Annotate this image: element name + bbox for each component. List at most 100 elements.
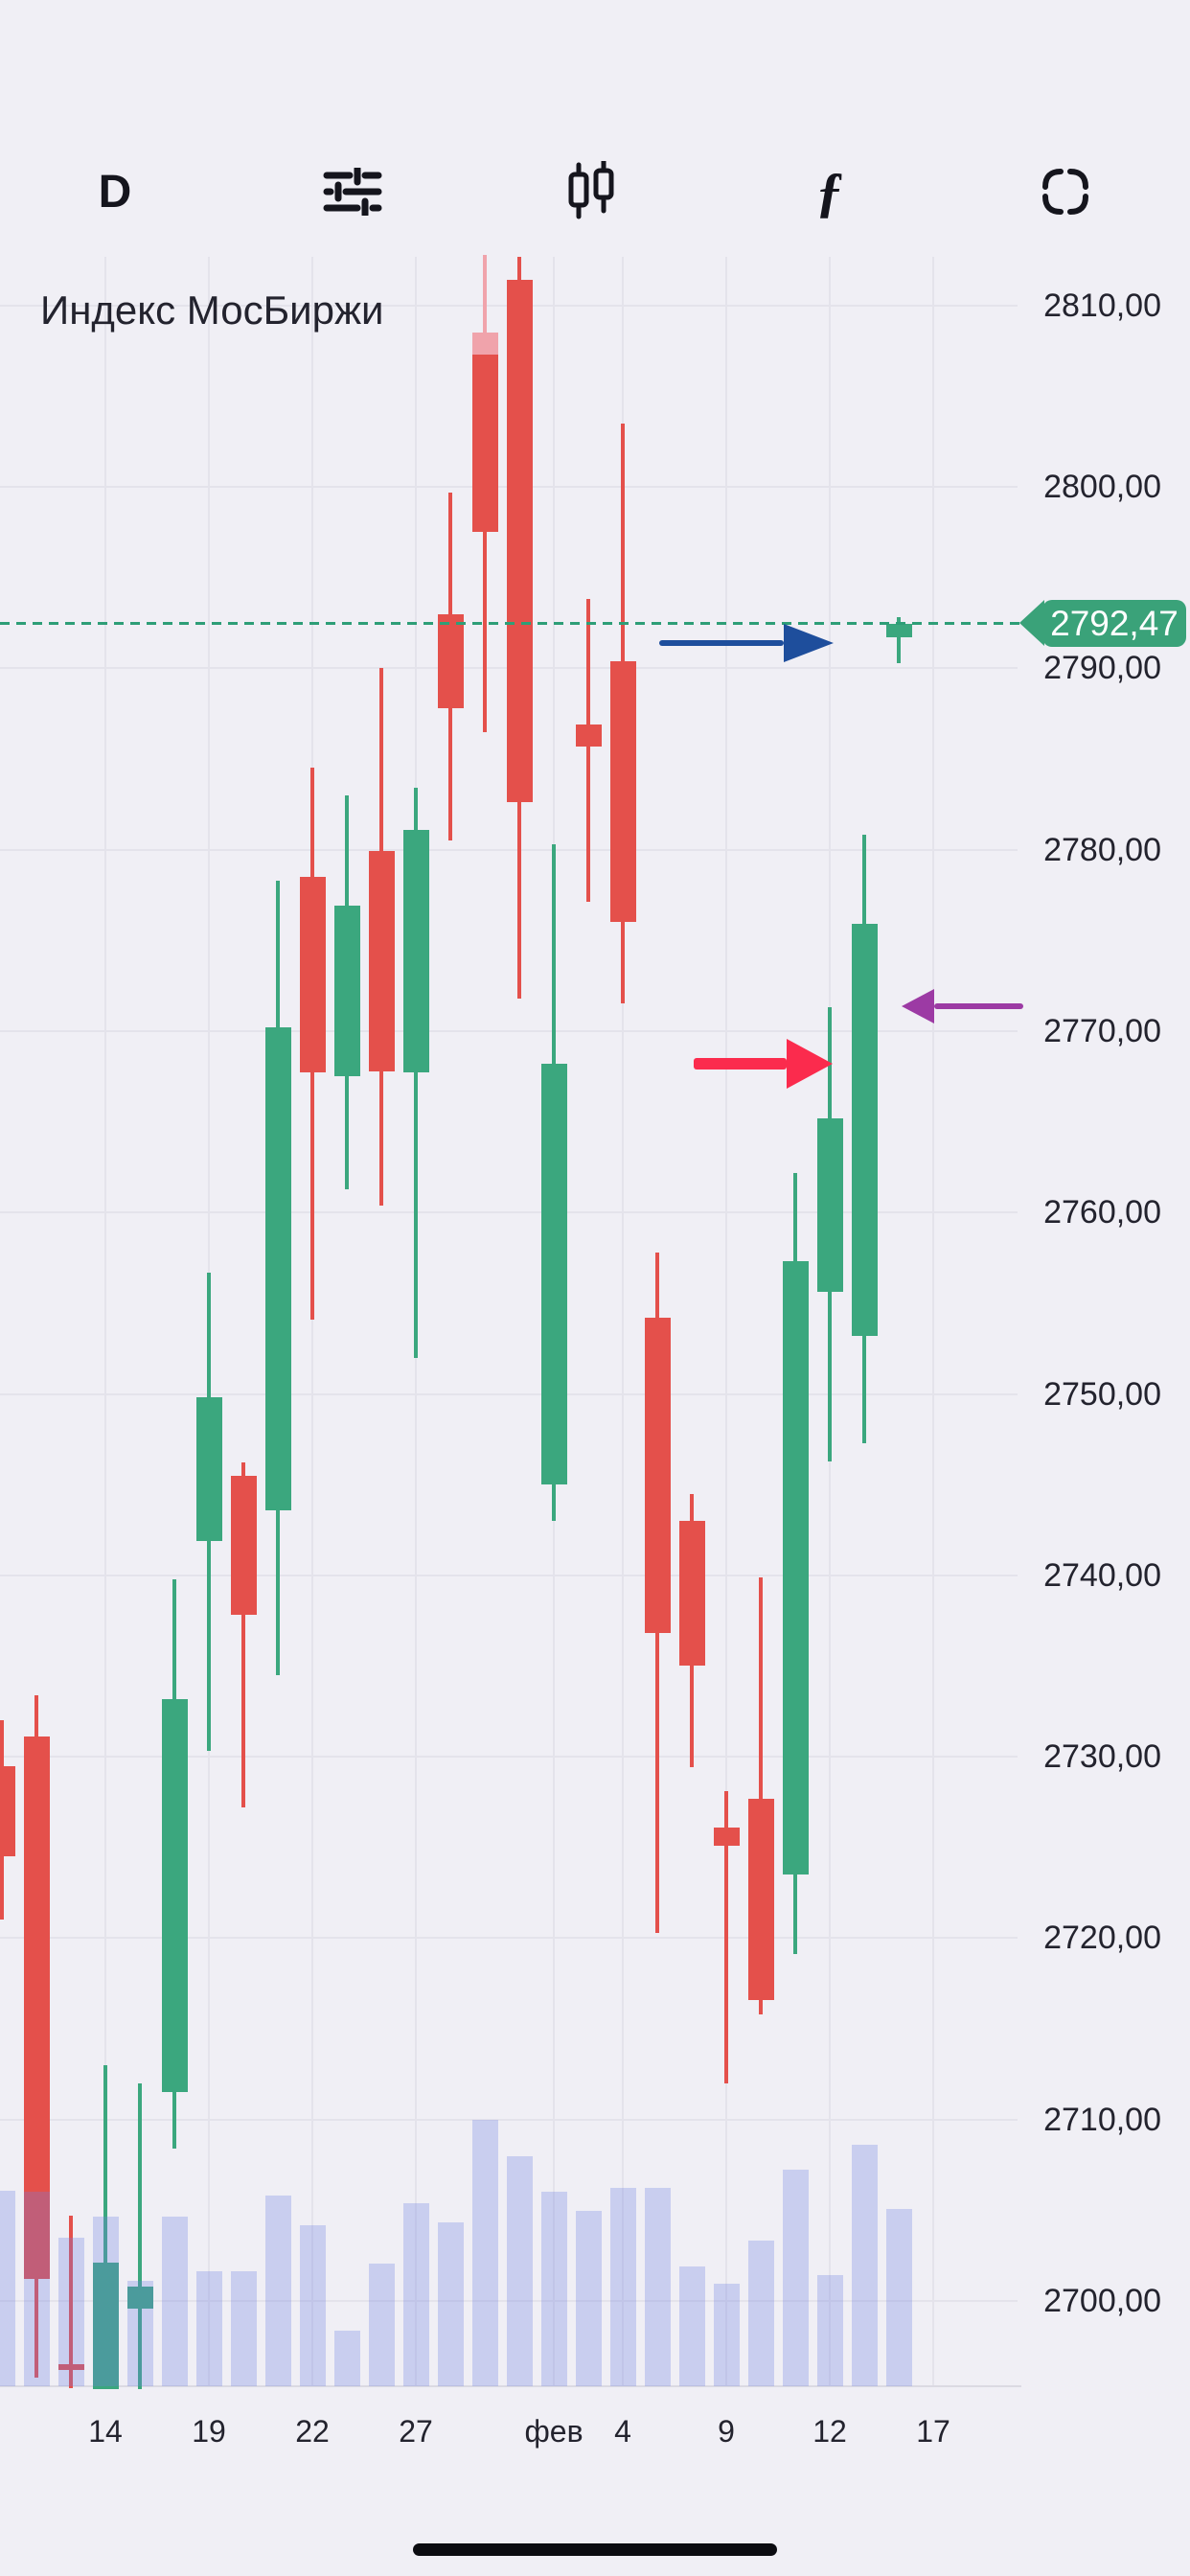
candle[interactable] <box>58 2364 84 2370</box>
candle[interactable] <box>162 1698 188 2093</box>
date-gridline <box>104 257 106 2386</box>
volume-bar <box>748 2241 774 2386</box>
candle[interactable] <box>714 1827 740 1846</box>
candle[interactable] <box>783 1261 809 1875</box>
time-axis-label: 17 <box>916 2414 950 2449</box>
purple-arrow-head <box>902 989 934 1024</box>
candle[interactable] <box>0 1765 15 1857</box>
candle-lower-wick <box>448 707 452 841</box>
candle[interactable] <box>576 724 602 747</box>
time-axis-label: 9 <box>718 2414 735 2449</box>
candle-lower-wick <box>586 746 590 903</box>
volume-bar <box>783 2170 809 2386</box>
candle-upper-wick <box>621 423 625 661</box>
candle-lower-wick <box>483 532 487 732</box>
timeframe-button[interactable]: D <box>69 146 161 238</box>
candle-upper-wick <box>138 2082 142 2287</box>
date-gridline <box>311 257 313 2386</box>
volume-bar <box>127 2281 153 2386</box>
volume-bar <box>162 2217 188 2386</box>
candle[interactable] <box>334 906 360 1077</box>
price-axis-label: 2740,00 <box>1043 1556 1161 1594</box>
fullscreen-button[interactable] <box>1019 146 1111 238</box>
candle-lower-wick <box>517 802 521 999</box>
chart-type-button[interactable] <box>545 146 637 238</box>
blue-arrow-shaft <box>659 640 784 646</box>
price-gridline <box>0 1392 1018 1395</box>
volume-bar <box>714 2284 740 2386</box>
candle[interactable] <box>127 2286 153 2309</box>
price-gridline <box>0 1937 1018 1940</box>
candle[interactable] <box>369 851 395 1071</box>
candle[interactable] <box>610 660 636 923</box>
timeframe-label: D <box>98 166 132 218</box>
candle-lower-wick <box>828 1292 832 1461</box>
candle[interactable] <box>748 1798 774 2000</box>
expand-icon <box>1039 165 1092 218</box>
candle[interactable] <box>817 1117 843 1293</box>
candle[interactable] <box>93 2263 119 2389</box>
candle-lower-wick <box>241 1615 245 1808</box>
price-gridline <box>0 1756 1018 1759</box>
price-axis-label: 2780,00 <box>1043 831 1161 868</box>
candle-upper-wick <box>655 1252 659 1318</box>
volume-bar <box>300 2225 326 2386</box>
volume-baseline <box>0 2385 1021 2387</box>
candle-upper-wick <box>207 1272 211 1398</box>
candle-lower-wick <box>69 2369 73 2388</box>
home-indicator[interactable] <box>413 2543 777 2556</box>
candle-upper-wick <box>414 788 418 830</box>
price-gridline <box>0 848 1018 851</box>
candle[interactable] <box>886 623 912 638</box>
volume-bar <box>438 2222 464 2386</box>
price-axis-label: 2700,00 <box>1043 2283 1161 2319</box>
candle-lower-wick <box>724 1845 728 2083</box>
candle[interactable] <box>24 1736 50 2280</box>
candle[interactable] <box>507 280 533 803</box>
candle-upper-wick <box>552 843 556 1064</box>
candle-lower-wick <box>414 1072 418 1358</box>
candle[interactable] <box>300 876 326 1073</box>
volume-bar <box>403 2203 429 2386</box>
time-axis-label: 4 <box>614 2414 631 2449</box>
candle-upper-wick <box>862 835 866 925</box>
candle-upper-wick <box>345 794 349 907</box>
candle-lower-wick <box>793 1874 797 1955</box>
candle[interactable] <box>472 333 498 533</box>
candle[interactable] <box>679 1521 705 1667</box>
functions-button[interactable]: ƒ <box>784 146 876 238</box>
candle-upper-wick <box>690 1493 694 1521</box>
candle-upper-wick <box>241 1462 245 1476</box>
candle[interactable] <box>196 1397 222 1541</box>
volume-bar <box>576 2211 602 2386</box>
volume-bar <box>369 2264 395 2386</box>
candle[interactable] <box>852 924 878 1336</box>
candle-upper-wick <box>759 1576 763 1799</box>
candle-lower-wick <box>172 2092 176 2149</box>
price-axis-label: 2800,00 <box>1043 469 1161 505</box>
candle[interactable] <box>231 1475 257 1616</box>
candle[interactable] <box>541 1063 567 1485</box>
volume-bar <box>334 2331 360 2386</box>
volume-bar <box>472 2120 498 2386</box>
volume-bar <box>507 2156 533 2386</box>
price-axis-label: 2810,00 <box>1043 287 1161 324</box>
candle[interactable] <box>438 613 464 708</box>
price-axis-label: 2710,00 <box>1043 2101 1161 2138</box>
indicator-settings-button[interactable] <box>307 146 399 238</box>
volume-bar <box>645 2188 671 2386</box>
current-price-badge-tip <box>1019 600 1044 646</box>
candle[interactable] <box>645 1317 671 1634</box>
volume-bar <box>541 2192 567 2386</box>
candle[interactable] <box>265 1027 291 1510</box>
candle-layer <box>0 254 912 2389</box>
time-axis-label: фев <box>524 2414 584 2449</box>
time-axis-label: 14 <box>88 2414 123 2449</box>
candle[interactable] <box>403 829 429 1073</box>
price-axis-label: 2750,00 <box>1043 1375 1161 1413</box>
red-arrow-shaft <box>694 1058 787 1070</box>
volume-bar <box>886 2209 912 2386</box>
volume-bar <box>679 2266 705 2386</box>
time-axis-label: 19 <box>192 2414 226 2449</box>
